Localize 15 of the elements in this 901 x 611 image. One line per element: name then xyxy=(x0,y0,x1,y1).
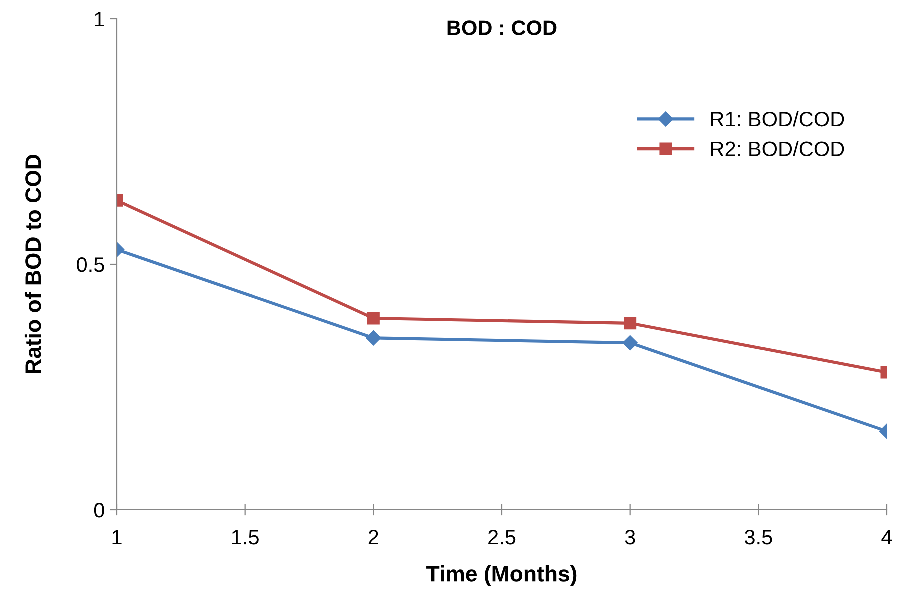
y-axis-title: Ratio of BOD to COD xyxy=(24,154,42,374)
legend-label: R1: BOD/COD xyxy=(711,111,844,127)
y-tick-label: 1 xyxy=(95,12,104,27)
x-tick-label: 1.5 xyxy=(232,530,259,545)
y-tick-label: 0.5 xyxy=(77,258,104,272)
x-tick-label: 2.5 xyxy=(488,530,516,545)
x-tick-label: 1 xyxy=(112,530,122,545)
chart-title: BOD : COD xyxy=(448,20,557,36)
legend-label: R2: BOD/COD xyxy=(711,141,844,157)
x-tick-label: 3 xyxy=(625,530,636,545)
x-tick-label: 4 xyxy=(882,530,892,545)
x-tick-label: 3.5 xyxy=(744,530,772,545)
x-axis-title: Time (Months) xyxy=(426,566,577,586)
y-tick-label: 0 xyxy=(94,503,104,518)
x-tick-label: 2 xyxy=(368,530,378,545)
